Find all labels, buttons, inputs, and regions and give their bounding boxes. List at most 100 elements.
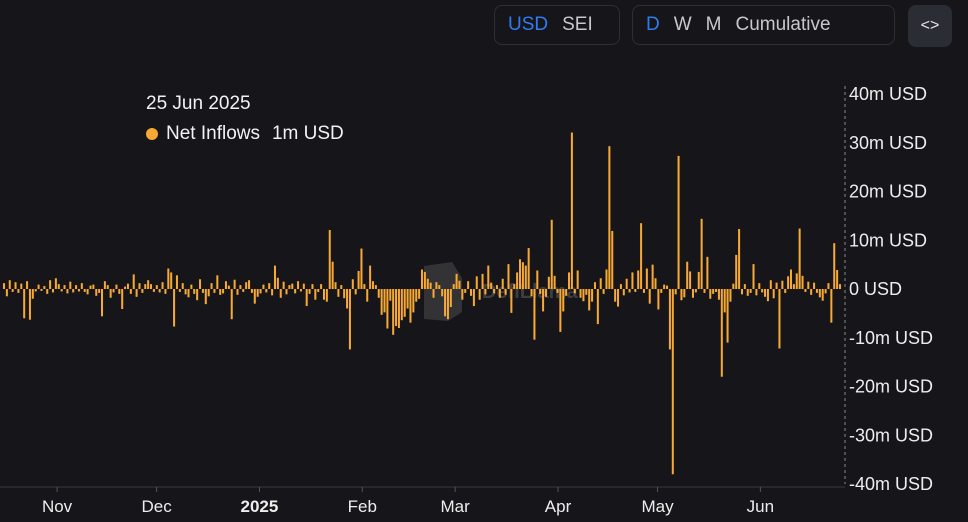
bar[interactable] <box>700 218 703 289</box>
bar[interactable] <box>478 289 481 300</box>
bar[interactable] <box>305 289 308 307</box>
period-weekly-button[interactable]: W <box>673 14 692 35</box>
bar[interactable] <box>709 289 712 299</box>
bar[interactable] <box>657 289 660 310</box>
bar[interactable] <box>622 289 625 296</box>
bar[interactable] <box>28 289 31 320</box>
bar[interactable] <box>86 289 89 295</box>
bar[interactable] <box>677 155 680 289</box>
bar[interactable] <box>49 280 52 289</box>
bar[interactable] <box>366 289 369 302</box>
bar[interactable] <box>155 285 158 289</box>
bar[interactable] <box>438 285 441 289</box>
bar[interactable] <box>821 289 824 301</box>
bar[interactable] <box>400 289 403 321</box>
bar[interactable] <box>196 289 199 301</box>
bar[interactable] <box>132 274 135 290</box>
bar[interactable] <box>743 284 746 290</box>
bar[interactable] <box>836 269 839 289</box>
bar[interactable] <box>328 230 331 289</box>
bar[interactable] <box>527 248 530 289</box>
bar[interactable] <box>487 265 490 289</box>
bar[interactable] <box>596 289 599 325</box>
bar[interactable] <box>484 289 487 295</box>
bar[interactable] <box>449 289 452 308</box>
bar[interactable] <box>426 278 429 289</box>
bar[interactable] <box>516 272 519 289</box>
bar[interactable] <box>418 289 421 299</box>
bar[interactable] <box>593 282 596 289</box>
bar[interactable] <box>830 289 833 323</box>
bar[interactable] <box>34 289 37 292</box>
period-monthly-button[interactable]: M <box>705 14 722 35</box>
bar[interactable] <box>542 289 545 312</box>
bar[interactable] <box>666 285 669 289</box>
bar[interactable] <box>322 289 325 300</box>
bar[interactable] <box>495 285 498 289</box>
bar[interactable] <box>57 284 60 290</box>
bar[interactable] <box>207 289 210 297</box>
bar[interactable] <box>833 243 836 289</box>
bar[interactable] <box>302 283 305 289</box>
bar[interactable] <box>455 273 458 289</box>
period-cumulative-button[interactable]: Cumulative <box>735 14 831 35</box>
bar[interactable] <box>66 289 69 294</box>
bar[interactable] <box>325 289 328 302</box>
bar[interactable] <box>271 289 274 296</box>
bar[interactable] <box>311 284 314 290</box>
bar[interactable] <box>118 289 121 294</box>
bar[interactable] <box>415 289 418 302</box>
bar[interactable] <box>199 279 202 289</box>
bar[interactable] <box>69 281 72 289</box>
bar[interactable] <box>389 289 392 301</box>
bar[interactable] <box>75 285 78 289</box>
bar[interactable] <box>178 289 181 292</box>
bar[interactable] <box>766 289 769 302</box>
bar[interactable] <box>706 256 709 289</box>
bar[interactable] <box>288 285 291 289</box>
bar[interactable] <box>181 283 184 289</box>
bar[interactable] <box>31 289 34 299</box>
bar[interactable] <box>726 289 729 343</box>
bar[interactable] <box>201 289 204 293</box>
currency-sei-button[interactable]: SEI <box>562 14 593 35</box>
bar[interactable] <box>570 132 573 289</box>
bar[interactable] <box>631 272 634 289</box>
bar[interactable] <box>729 289 732 302</box>
bar[interactable] <box>588 289 591 311</box>
bar[interactable] <box>769 280 772 289</box>
bar[interactable] <box>285 289 288 295</box>
bar[interactable] <box>625 278 628 289</box>
bar[interactable] <box>642 289 645 293</box>
bar[interactable] <box>314 289 317 300</box>
bar[interactable] <box>121 289 124 309</box>
bar[interactable] <box>23 289 26 319</box>
bar[interactable] <box>645 268 648 289</box>
bar[interactable] <box>807 281 810 289</box>
bar[interactable] <box>2 283 6 289</box>
bar[interactable] <box>124 286 127 289</box>
bar[interactable] <box>245 282 248 289</box>
bar[interactable] <box>46 289 49 294</box>
bar[interactable] <box>608 146 611 289</box>
bar[interactable] <box>792 284 795 290</box>
bar[interactable] <box>395 289 398 327</box>
bar[interactable] <box>363 284 366 290</box>
bar[interactable] <box>187 289 190 298</box>
bar[interactable] <box>77 289 80 292</box>
bar[interactable] <box>798 228 801 289</box>
bar[interactable] <box>617 289 620 307</box>
bar[interactable] <box>680 289 683 301</box>
bar[interactable] <box>386 289 389 329</box>
bar[interactable] <box>63 285 66 289</box>
bar[interactable] <box>519 259 522 289</box>
bar[interactable] <box>818 289 821 298</box>
bar[interactable] <box>694 289 697 293</box>
bar[interactable] <box>147 280 150 289</box>
bar[interactable] <box>752 264 755 289</box>
bar[interactable] <box>591 289 594 302</box>
bar[interactable] <box>256 289 259 297</box>
bar[interactable] <box>660 289 663 293</box>
bar[interactable] <box>501 278 504 289</box>
bar[interactable] <box>210 283 213 289</box>
